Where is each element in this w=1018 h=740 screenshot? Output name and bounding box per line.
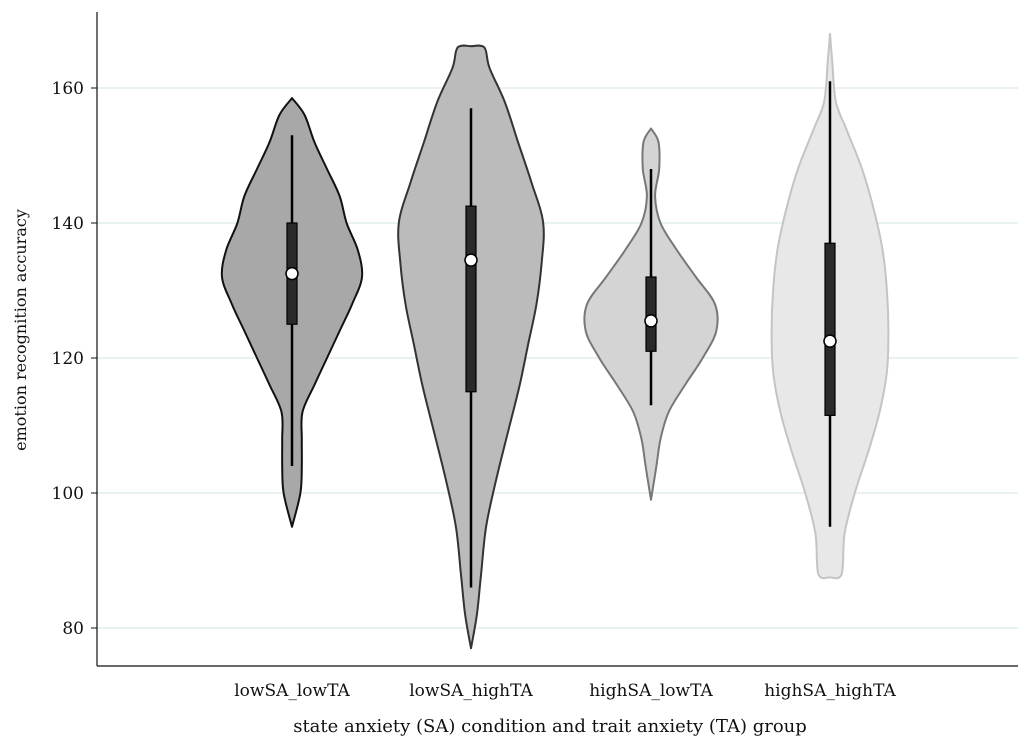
axes <box>96 12 1018 667</box>
x-tick-label-highSA_lowTA: highSA_lowTA <box>589 681 713 701</box>
y-tick-label-160: 160 <box>52 79 84 99</box>
median-dot-lowSA_highTA <box>464 253 478 267</box>
y-tick-label-120: 120 <box>52 349 84 369</box>
iqr-box-lowSA_highTA <box>465 205 477 393</box>
y-tick-label-100: 100 <box>52 484 84 504</box>
median-dot-highSA_lowTA <box>644 314 658 328</box>
y-tick-label-140: 140 <box>52 214 84 234</box>
y-tick-labels: 80 100 120 140 160 <box>52 79 97 639</box>
violin-layer <box>220 33 890 650</box>
y-tick-label-80: 80 <box>62 619 84 639</box>
x-tick-labels: lowSA_lowTA lowSA_highTA highSA_lowTA highS… <box>234 681 896 701</box>
x-axis-title: state anxiety (SA) condition and trait a… <box>293 716 807 737</box>
median-dot-highSA_highTA <box>823 334 837 348</box>
median-dot-lowSA_lowTA <box>285 266 299 281</box>
iqr-box-highSA_highTA <box>824 242 836 416</box>
x-tick-label-highSA_highTA: highSA_highTA <box>764 681 896 701</box>
x-tick-label-lowSA_lowTA: lowSA_lowTA <box>234 681 350 701</box>
y-axis-title: emotion recognition accuracy <box>11 209 30 451</box>
x-tick-label-lowSA_highTA: lowSA_highTA <box>409 681 533 701</box>
